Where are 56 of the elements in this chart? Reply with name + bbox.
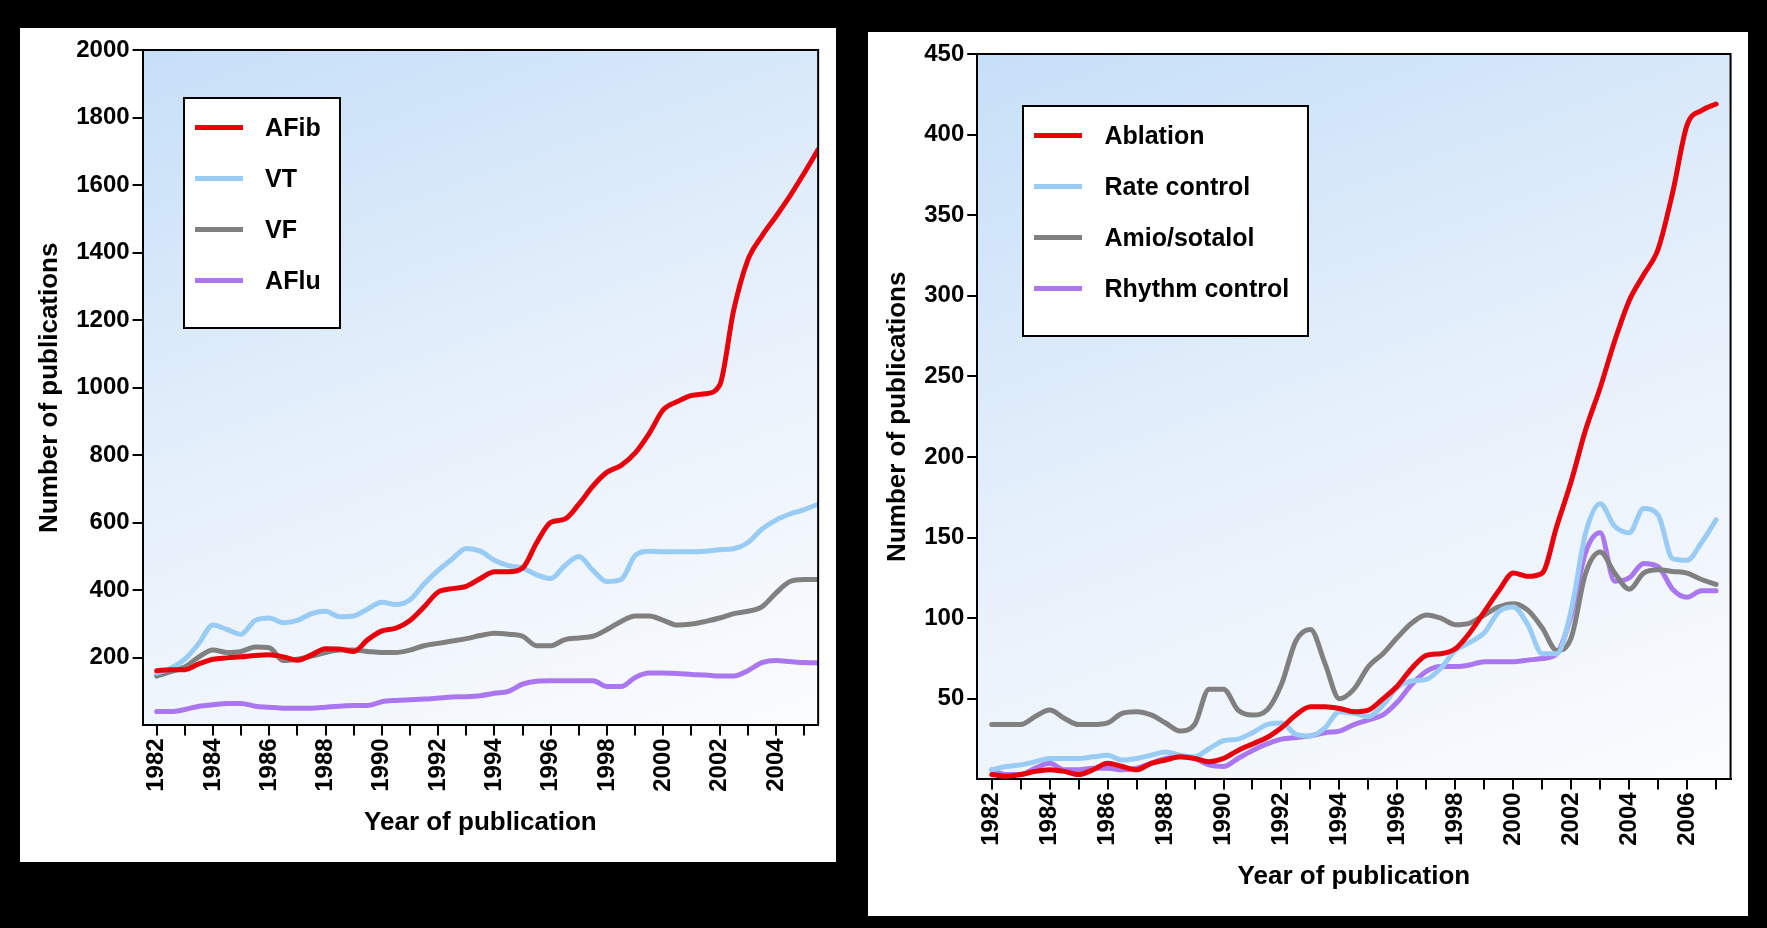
x-tick-label: 2004 bbox=[760, 737, 788, 792]
y-tick-label: 1000 bbox=[76, 372, 130, 400]
legend-label: Rhythm control bbox=[1104, 273, 1290, 303]
y-tick-label: 600 bbox=[89, 507, 130, 535]
x-tick-label: 1996 bbox=[535, 738, 563, 792]
y-tick-label: 50 bbox=[937, 683, 965, 711]
y-tick-label: 1400 bbox=[76, 237, 130, 265]
y-tick-label: 1800 bbox=[76, 102, 130, 130]
legend-label: Amio/sotalol bbox=[1104, 222, 1255, 252]
y-tick-label: 800 bbox=[89, 439, 130, 467]
x-tick-label: 1982 bbox=[976, 792, 1004, 846]
x-tick-label: 1996 bbox=[1381, 792, 1409, 846]
legend-label: Ablation bbox=[1104, 120, 1205, 150]
y-tick-label: 200 bbox=[89, 642, 130, 670]
x-tick-label: 1986 bbox=[253, 738, 281, 792]
x-tick-label: 1984 bbox=[197, 737, 225, 792]
x-tick-label: 2000 bbox=[1497, 792, 1525, 846]
legend-label: AFib bbox=[265, 113, 321, 143]
x-tick-label: 2002 bbox=[704, 738, 732, 792]
x-axis-title: Year of publication bbox=[1237, 859, 1471, 890]
x-tick-label: 1986 bbox=[1092, 792, 1120, 846]
y-tick-label: 400 bbox=[924, 119, 965, 147]
x-axis-title: Year of publication bbox=[364, 805, 597, 836]
x-tick-label: 1984 bbox=[1034, 791, 1062, 846]
y-tick-label: 1600 bbox=[76, 169, 130, 197]
legend-label: VF bbox=[265, 215, 298, 245]
y-tick-label: 300 bbox=[924, 280, 965, 308]
y-tick-label: 2000 bbox=[76, 34, 130, 62]
x-tick-label: 1982 bbox=[141, 738, 169, 792]
x-tick-label: 2004 bbox=[1613, 791, 1641, 846]
y-axis-title: Number of publications bbox=[32, 242, 63, 533]
x-tick-label: 2002 bbox=[1555, 792, 1583, 846]
x-tick-label: 1992 bbox=[422, 738, 450, 792]
x-tick-label: 1990 bbox=[1208, 792, 1236, 846]
x-tick-label: 1992 bbox=[1266, 792, 1294, 846]
x-tick-label: 1998 bbox=[1439, 792, 1467, 846]
y-tick-label: 200 bbox=[924, 441, 965, 469]
x-tick-label: 1998 bbox=[591, 738, 619, 792]
x-tick-label: 1994 bbox=[479, 737, 507, 792]
y-tick-label: 100 bbox=[924, 602, 965, 630]
y-tick-label: 400 bbox=[89, 574, 130, 602]
y-tick-label: 1200 bbox=[76, 304, 130, 332]
x-tick-label: 1988 bbox=[310, 738, 338, 792]
y-tick-label: 150 bbox=[924, 522, 965, 550]
x-tick-label: 1990 bbox=[366, 738, 394, 792]
y-axis-title: Number of publications bbox=[880, 271, 911, 562]
x-tick-label: 2000 bbox=[647, 738, 675, 792]
x-tick-label: 1994 bbox=[1324, 791, 1352, 846]
legend-label: Rate control bbox=[1104, 171, 1251, 201]
legend-label: VT bbox=[265, 164, 298, 194]
y-tick-label: 350 bbox=[924, 199, 965, 227]
y-tick-label: 450 bbox=[924, 38, 965, 66]
y-tick-label: 250 bbox=[924, 361, 965, 389]
x-tick-label: 2006 bbox=[1671, 792, 1699, 846]
x-tick-label: 1988 bbox=[1150, 792, 1178, 846]
legend-label: AFlu bbox=[265, 266, 321, 296]
